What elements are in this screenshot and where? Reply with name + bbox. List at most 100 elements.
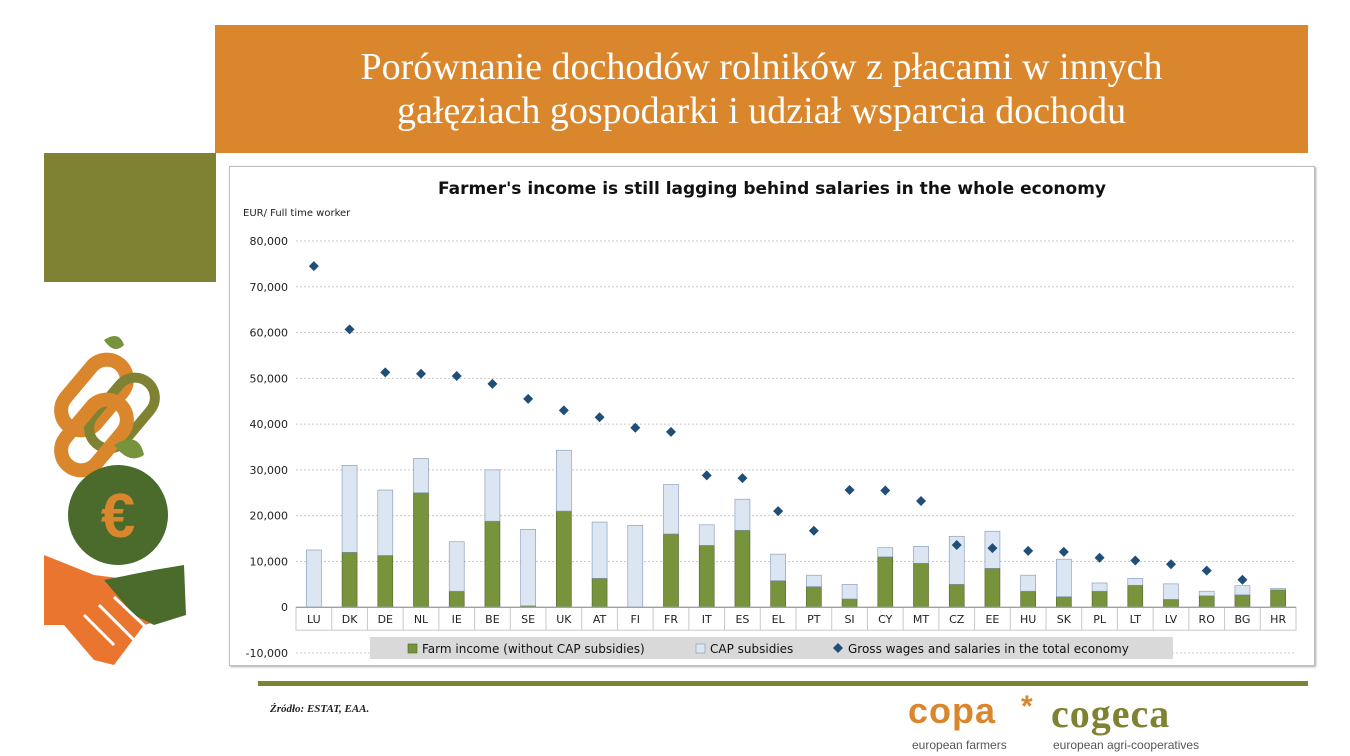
x-tick-label: BE: [485, 613, 500, 626]
point-gross-wages: [1094, 552, 1105, 563]
point-gross-wages: [451, 371, 462, 382]
bar-cap-subsidies: [770, 553, 786, 581]
y-axis-label: EUR/ Full time worker: [243, 208, 351, 219]
point-gross-wages: [416, 368, 426, 379]
x-tick-label: EL: [772, 613, 786, 626]
x-tick-label: BG: [1234, 613, 1250, 626]
legend-swatch: [833, 643, 843, 653]
bar-farm-income: [448, 590, 465, 608]
handshake-icon: [44, 555, 186, 665]
x-tick-label: LV: [1165, 613, 1178, 626]
y-tick-label: 80,000: [250, 235, 289, 248]
footer-divider: [258, 681, 1308, 686]
bar-cap-subsidies: [913, 546, 929, 564]
logo-word-cogeca: cogeca: [1051, 691, 1171, 736]
x-axis: LU DK DE NL IE BE SE UK AT FI FR IT ES EL PT SI CY MT CZ EE…: [295, 606, 1297, 631]
bar-cap-subsidies: [591, 521, 608, 579]
point-gross-wages: [1130, 555, 1141, 566]
chart-title: Farmer's income is still lagging behind …: [438, 179, 1106, 199]
bar-cap-subsidies: [841, 584, 858, 600]
y-tick-label: 70,000: [250, 281, 289, 294]
point-gross-wages: [916, 496, 926, 507]
x-tick-label: PL: [1093, 613, 1107, 626]
bar-cap-subsidies: [734, 498, 751, 531]
logo-subtitle-farmers: european farmers: [912, 738, 1007, 752]
point-gross-wages: [1237, 574, 1248, 585]
bar-farm-income: [663, 533, 679, 608]
point-gross-wages: [951, 539, 962, 550]
legend-background: [370, 637, 1173, 659]
x-tick-label: AT: [593, 613, 607, 626]
bar-farm-income: [913, 562, 929, 608]
x-tick-label: HR: [1270, 613, 1286, 626]
x-tick-label: UK: [556, 613, 572, 626]
bar-cap-subsidies: [556, 449, 572, 512]
bar-cap-subsidies: [341, 465, 358, 553]
point-gross-wages: [1166, 559, 1176, 570]
legend-swatch: [407, 643, 418, 654]
bar-farm-income: [1091, 590, 1108, 608]
bar-cap-subsidies: [306, 549, 322, 608]
bar-cap-subsidies: [663, 484, 679, 535]
x-tick-label: SK: [1057, 613, 1072, 626]
x-tick-label: DK: [342, 613, 358, 626]
y-tick-label: 50,000: [250, 372, 289, 385]
legend-label: Gross wages and salaries in the total ec…: [848, 642, 1129, 656]
x-tick-label: SI: [844, 613, 854, 626]
point-gross-wages: [701, 470, 712, 481]
bar-farm-income: [556, 510, 572, 608]
point-gross-wages: [880, 485, 891, 496]
point-gross-wages: [1058, 546, 1069, 557]
slide-title-line-1: Porównanie dochodów rolników z płacami w…: [360, 46, 1163, 88]
point-gross-wages: [487, 378, 498, 389]
bar-cap-subsidies: [1270, 588, 1286, 591]
bar-farm-income: [1127, 584, 1144, 608]
point-gross-wages: [630, 422, 641, 433]
bar-farm-income: [341, 551, 358, 608]
bar-farm-income: [1234, 594, 1251, 608]
point-gross-wages: [987, 543, 998, 554]
bar-farm-income: [806, 586, 822, 608]
copa-cogeca-logo: copa * cogeca european farmers european …: [905, 690, 1235, 754]
y-tick-labels: -10,000 0 10,000 20,000 30,000 40,000 50,000 60…: [246, 235, 288, 660]
bar-cap-subsidies: [1091, 582, 1108, 592]
legend: Farm income (without CAP subsidies) CAP s…: [370, 637, 1173, 659]
bar-cap-subsidies: [948, 535, 965, 585]
x-tick-label: MT: [913, 613, 929, 626]
bar-cap-subsidies: [1056, 558, 1072, 597]
bar-cap-subsidies: [1020, 574, 1036, 592]
bar-cap-subsidies: [520, 529, 536, 607]
points: [308, 261, 1248, 585]
bar-farm-income: [1163, 599, 1179, 608]
title-banner: Porównanie dochodów rolników z płacami w…: [215, 25, 1308, 153]
point-gross-wages: [666, 426, 676, 437]
point-gross-wages: [1201, 565, 1212, 576]
bar-farm-income: [877, 556, 894, 608]
y-tick-label: 0: [281, 601, 288, 614]
bar-farm-income: [1270, 589, 1286, 608]
point-gross-wages: [773, 506, 784, 517]
bar-farm-income: [948, 584, 965, 608]
bar-cap-subsidies: [413, 458, 429, 494]
point-gross-wages: [380, 367, 391, 378]
point-gross-wages: [523, 393, 534, 404]
point-gross-wages: [594, 412, 605, 423]
x-tick-label: CY: [878, 613, 892, 626]
bar-cap-subsidies: [1234, 585, 1251, 596]
euro-coin-icon: €: [68, 465, 168, 565]
x-tick-label: LU: [307, 613, 321, 626]
bar-farm-income: [984, 568, 1001, 608]
bar-farm-income: [1020, 590, 1036, 608]
x-tick-label: HU: [1020, 613, 1036, 626]
bar-cap-subsidies: [448, 541, 465, 592]
x-tick-label: FI: [630, 613, 640, 626]
y-tick-label: 60,000: [250, 327, 289, 340]
point-gross-wages: [737, 473, 748, 484]
logo-star-icon: *: [1021, 690, 1033, 723]
decorative-icons: €: [44, 336, 186, 665]
bar-cap-subsidies: [627, 524, 644, 608]
x-tick-label: CZ: [949, 613, 965, 626]
bar-farm-income: [484, 520, 501, 608]
grid-lines: [296, 240, 1296, 654]
bar-cap-subsidies: [698, 524, 715, 546]
